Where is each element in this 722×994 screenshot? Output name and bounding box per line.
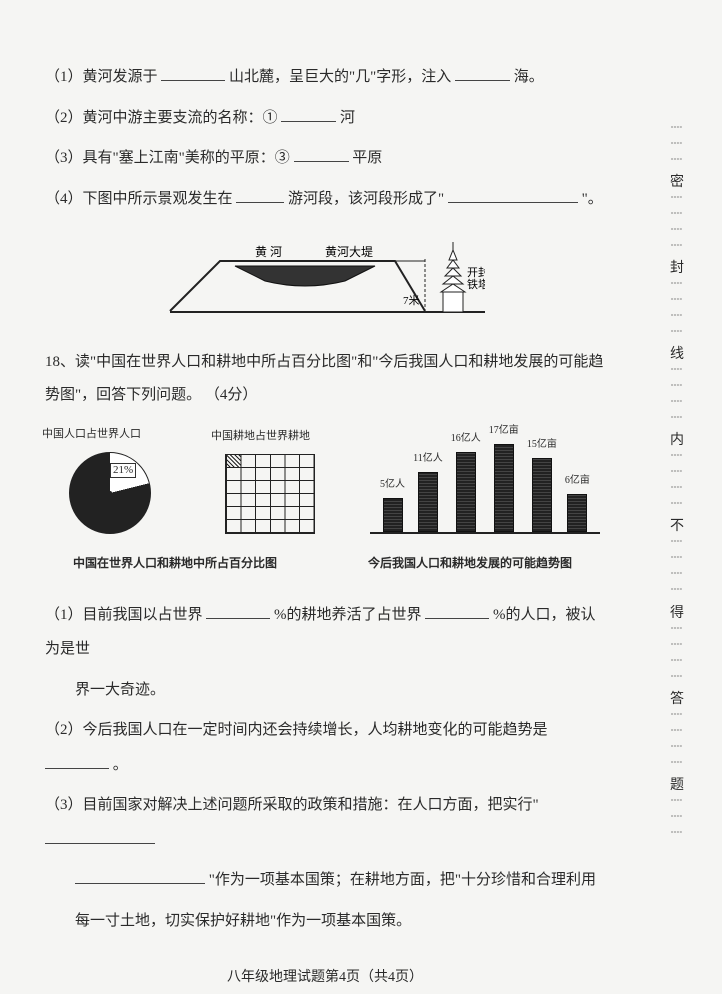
sub3-blank2[interactable] xyxy=(75,868,205,884)
bars-block: 5亿人 11亿人 16亿人 17亿亩 15亿亩 6亿亩 xyxy=(370,432,600,534)
sub1-blank1[interactable] xyxy=(206,603,270,619)
sub3-l1: （3）目前国家对解决上述问题所采取的政策和措施：在人口方面，把实行" xyxy=(45,788,605,857)
sub3-blank1[interactable] xyxy=(45,828,155,844)
pie-pct: 21% xyxy=(110,463,136,478)
bar-4: 15亿亩 xyxy=(527,433,557,532)
pagoda-label2: 铁塔 xyxy=(467,278,485,291)
bar-3: 17亿亩 xyxy=(489,419,519,532)
q1-blank2[interactable] xyxy=(455,65,510,81)
bar-5: 6亿亩 xyxy=(565,469,590,532)
sub3-l2: "作为一项基本国策；在耕地方面，把"十分珍惜和合理利用 xyxy=(45,863,605,898)
q18-text: 18、读"中国在世界人口和耕地中所占百分比图"和"今后我国人口和耕地发展的可能趋… xyxy=(45,346,605,412)
q4-mid: 游河段，该河段形成了" xyxy=(288,191,444,207)
caption-left: 中国在世界人口和耕地中所占百分比图 xyxy=(55,550,295,578)
charts-row: 中国人口占世界人口 21% 中国耕地占世界耕地 5亿人 11亿人 16亿人 17… xyxy=(45,432,605,534)
pie-chart: 21% xyxy=(69,452,151,534)
height-label: 7米 xyxy=(403,294,420,307)
q1-line: （1）黄河发源于 山北麓，呈巨大的"几"字形，注入 海。 xyxy=(45,60,605,95)
pie-label: 中国人口占世界人口 xyxy=(42,428,141,440)
pagoda-label1: 开封 xyxy=(467,265,485,279)
river-label-right: 黄河大堤 xyxy=(325,245,373,259)
sub1-blank2[interactable] xyxy=(425,603,489,619)
q18-body: 18、读"中国在世界人口和耕地中所占百分比图"和"今后我国人口和耕地发展的可能趋… xyxy=(45,354,603,403)
sub3-l3: 每一寸土地，切实保护好耕地"作为一项基本国策。 xyxy=(45,904,605,939)
q4-prefix: （4）下图中所示景观发生在 xyxy=(45,191,233,207)
pie-block: 中国人口占世界人口 21% xyxy=(50,434,170,534)
q4-line: （4）下图中所示景观发生在 游河段，该河段形成了" "。 xyxy=(45,182,605,217)
q18-points: （4分） xyxy=(205,387,258,403)
q2-blank[interactable] xyxy=(281,106,336,122)
q1-suffix: 海。 xyxy=(514,69,544,85)
sub1-cont: 界一大奇迹。 xyxy=(45,673,605,708)
bar-1: 11亿人 xyxy=(413,447,443,532)
q2-prefix: （2）黄河中游主要支流的名称：① xyxy=(45,110,278,126)
sub2-blank[interactable] xyxy=(45,753,109,769)
q4-blank2[interactable] xyxy=(448,187,578,203)
q1-blank1[interactable] xyxy=(161,65,225,81)
river-svg: 黄 河 黄河大堤 开封 铁塔 7米 xyxy=(165,226,485,326)
q2-line: （2）黄河中游主要支流的名称：① 河 xyxy=(45,101,605,136)
q3-suffix: 平原 xyxy=(352,150,382,166)
river-label-left: 黄 河 xyxy=(255,245,282,259)
river-figure: 黄 河 黄河大堤 开封 铁塔 7米 xyxy=(165,226,485,326)
grid-fill-cell xyxy=(226,455,241,468)
sub1: （1）目前我国以占世界 %的耕地养活了占世界 %的人口，被认为是世 xyxy=(45,598,605,667)
q4-blank1[interactable] xyxy=(236,187,284,203)
bars-area: 5亿人 11亿人 16亿人 17亿亩 15亿亩 6亿亩 xyxy=(370,432,600,534)
q1-prefix: （1）黄河发源于 xyxy=(45,69,158,85)
seal-margin: ┊┊┊ 密 ┊┊┊┊ 封 ┊┊┊┊ 线 ┊┊┊┊ 内 ┊┊┊┊ 不 ┊┊┊┊ 得… xyxy=(670,120,684,849)
q3-line: （3）具有"塞上江南"美称的平原：③ 平原 xyxy=(45,141,605,176)
grid-label: 中国耕地占世界耕地 xyxy=(211,430,310,442)
caption-right: 今后我国人口和耕地发展的可能趋势图 xyxy=(345,550,595,578)
page-footer: 八年级地理试题第4页（共4页） xyxy=(45,962,605,994)
bar-2: 16亿人 xyxy=(451,427,481,532)
q1-mid: 山北麓，呈巨大的"几"字形，注入 xyxy=(229,69,451,85)
q3-prefix: （3）具有"塞上江南"美称的平原：③ xyxy=(45,150,290,166)
q3-blank[interactable] xyxy=(294,146,349,162)
sub2: （2）今后我国人口在一定时间内还会持续增长，人均耕地变化的可能趋势是 。 xyxy=(45,713,605,782)
q2-suffix: 河 xyxy=(340,110,355,126)
bar-0: 5亿人 xyxy=(380,473,405,532)
exam-page: （1）黄河发源于 山北麓，呈巨大的"几"字形，注入 海。 （2）黄河中游主要支流… xyxy=(45,60,605,994)
grid-chart xyxy=(225,454,315,534)
q4-suffix: "。 xyxy=(582,191,603,207)
grid-block: 中国耕地占世界耕地 xyxy=(215,436,325,534)
